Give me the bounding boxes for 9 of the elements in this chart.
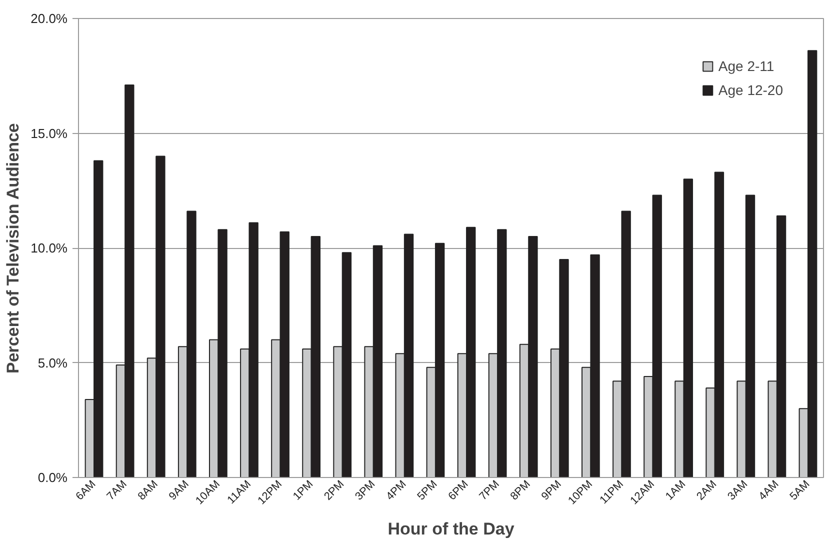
y-axis-title: Percent of Television Audience xyxy=(4,123,23,374)
x-axis-title: Hour of the Day xyxy=(388,519,515,538)
y-tick-label: 20.0% xyxy=(30,11,68,26)
y-tick-label: 5.0% xyxy=(38,355,68,370)
y-tick-label: 0.0% xyxy=(38,470,68,485)
legend-label: Age 12-20 xyxy=(718,82,783,98)
legend-label: Age 2-11 xyxy=(718,58,774,74)
y-tick-label: 15.0% xyxy=(30,126,68,141)
y-tick-label: 10.0% xyxy=(30,240,68,256)
